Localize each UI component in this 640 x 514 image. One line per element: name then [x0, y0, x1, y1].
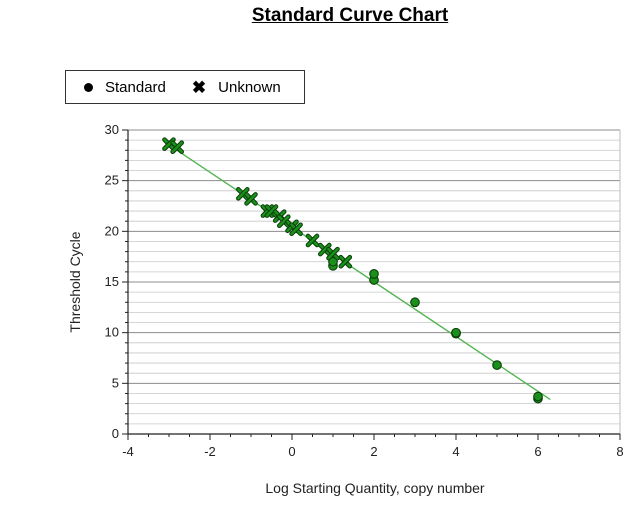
x-tick-label: -2 — [204, 444, 216, 459]
chart-legend: Standard ✖ Unknown — [65, 70, 305, 104]
unknown-point — [338, 254, 353, 269]
unknown-point — [170, 140, 184, 155]
x-tick-label: 0 — [288, 444, 295, 459]
unknown-point — [326, 246, 340, 261]
standard-point — [492, 360, 502, 370]
x-tick-label: -4 — [122, 444, 134, 459]
unknown-point — [244, 192, 258, 206]
standard-point — [451, 327, 461, 338]
legend-label-standard: Standard — [105, 78, 166, 96]
standard-point — [533, 391, 543, 402]
x-tick-label: 2 — [370, 444, 377, 459]
y-tick-label: 25 — [105, 173, 119, 188]
y-tick-label: 5 — [112, 375, 119, 390]
x-axis-title: Log Starting Quantity, copy number — [265, 480, 485, 496]
legend-label-unknown: Unknown — [218, 78, 281, 96]
standard-point — [328, 256, 338, 267]
x-tick-label: 8 — [616, 444, 623, 459]
legend-item-unknown: ✖ Unknown — [192, 79, 281, 96]
unknown-point — [317, 242, 332, 257]
unknown-point — [305, 233, 320, 248]
page-title: Standard Curve Chart — [251, 5, 449, 26]
x-tick-label: 4 — [452, 444, 459, 459]
circle-marker-icon — [84, 82, 93, 92]
y-tick-label: 0 — [112, 426, 119, 441]
y-tick-label: 30 — [105, 122, 119, 137]
regression-line — [164, 141, 551, 401]
x-tick-label: 6 — [534, 444, 541, 459]
x-marker-icon: ✖ — [191, 77, 207, 97]
standard-point — [410, 297, 420, 308]
legend-item-standard: Standard — [84, 79, 166, 96]
unknown-point — [289, 222, 303, 237]
y-tick-label: 20 — [105, 223, 119, 238]
standard-point — [369, 269, 379, 279]
y-axis-title: Threshold Cycle — [67, 231, 83, 332]
y-tick-label: 10 — [105, 325, 119, 340]
y-tick-label: 15 — [105, 274, 119, 289]
